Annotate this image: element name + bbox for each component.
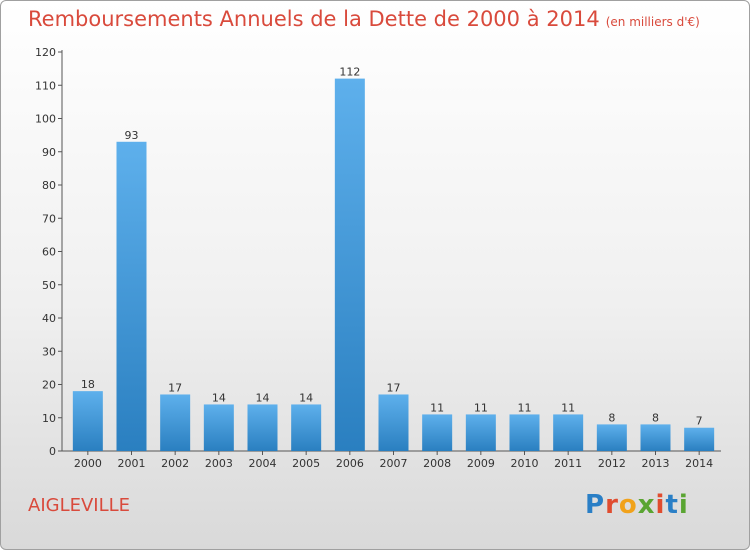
y-tick-label: 80 — [42, 179, 56, 192]
x-tick-label-2010: 2010 — [511, 457, 539, 470]
data-label-2004: 14 — [256, 391, 270, 404]
x-tick-label-2001: 2001 — [118, 457, 146, 470]
x-tick-label-2013: 2013 — [642, 457, 670, 470]
chart-title: Remboursements Annuels de la Dette de 20… — [28, 7, 700, 31]
data-label-2014: 7 — [696, 415, 703, 428]
bar-2013 — [640, 424, 671, 451]
y-tick-label: 0 — [49, 445, 56, 458]
logo-letter: r — [605, 490, 619, 520]
data-label-2002: 17 — [168, 381, 182, 394]
y-tick-label: 50 — [42, 279, 56, 292]
logo-letter: P — [585, 490, 606, 520]
bar-2011 — [553, 414, 584, 451]
y-tick-label: 10 — [42, 412, 56, 425]
data-label-2007: 17 — [387, 381, 401, 394]
chart-subtitle: (en milliers d'€) — [605, 15, 700, 29]
town-name: AIGLEVILLE — [28, 495, 131, 516]
logo-letter: t — [665, 490, 679, 520]
bar-2007 — [378, 394, 409, 451]
y-tick-label: 70 — [42, 212, 56, 225]
data-label-2010: 11 — [518, 401, 532, 414]
bar-2003 — [203, 404, 234, 451]
data-label-2008: 11 — [430, 401, 444, 414]
x-tick-label-2003: 2003 — [205, 457, 233, 470]
y-tick-label: 100 — [35, 113, 56, 126]
x-tick-label-2005: 2005 — [292, 457, 320, 470]
x-tick-label-2008: 2008 — [423, 457, 451, 470]
y-tick-label: 30 — [42, 345, 56, 358]
data-label-2013: 8 — [652, 411, 659, 424]
data-label-2006: 112 — [339, 66, 360, 79]
data-label-2000: 18 — [81, 378, 95, 391]
data-label-2012: 8 — [608, 411, 615, 424]
bar-2002 — [160, 394, 191, 451]
bar-2010 — [509, 414, 540, 451]
bar-2008 — [422, 414, 453, 451]
logo-letter: x — [637, 490, 656, 520]
bar-2000 — [72, 391, 103, 451]
x-tick-label-2002: 2002 — [161, 457, 189, 470]
y-tick-label: 40 — [42, 312, 56, 325]
logo-letter: i — [678, 490, 689, 520]
x-tick-label-2011: 2011 — [554, 457, 582, 470]
data-label-2001: 93 — [125, 129, 139, 142]
data-label-2003: 14 — [212, 391, 226, 404]
bar-2014 — [684, 427, 715, 451]
bar-2012 — [596, 424, 627, 451]
x-tick-label-2006: 2006 — [336, 457, 364, 470]
y-tick-label: 90 — [42, 146, 56, 159]
data-label-2005: 14 — [299, 391, 313, 404]
y-tick-label: 110 — [35, 79, 56, 92]
bar-2001 — [116, 141, 147, 451]
chart-title-text: Remboursements Annuels de la Dette de 20… — [28, 7, 600, 31]
logo-letter: i — [655, 490, 666, 520]
x-tick-label-2009: 2009 — [467, 457, 495, 470]
x-tick-label-2007: 2007 — [380, 457, 408, 470]
bar-2006 — [334, 78, 365, 451]
data-label-2011: 11 — [561, 401, 575, 414]
x-tick-label-2000: 2000 — [74, 457, 102, 470]
bar-2009 — [465, 414, 496, 451]
x-tick-label-2012: 2012 — [598, 457, 626, 470]
data-label-2009: 11 — [474, 401, 488, 414]
bar-2005 — [291, 404, 322, 451]
bar-2004 — [247, 404, 278, 451]
x-tick-label-2014: 2014 — [685, 457, 713, 470]
y-tick-label: 60 — [42, 246, 56, 259]
logo-letter: o — [618, 490, 638, 520]
proxiti-logo: Proxiti — [585, 490, 689, 520]
y-tick-label: 120 — [35, 46, 56, 59]
x-tick-label-2004: 2004 — [249, 457, 277, 470]
y-tick-label: 20 — [42, 379, 56, 392]
